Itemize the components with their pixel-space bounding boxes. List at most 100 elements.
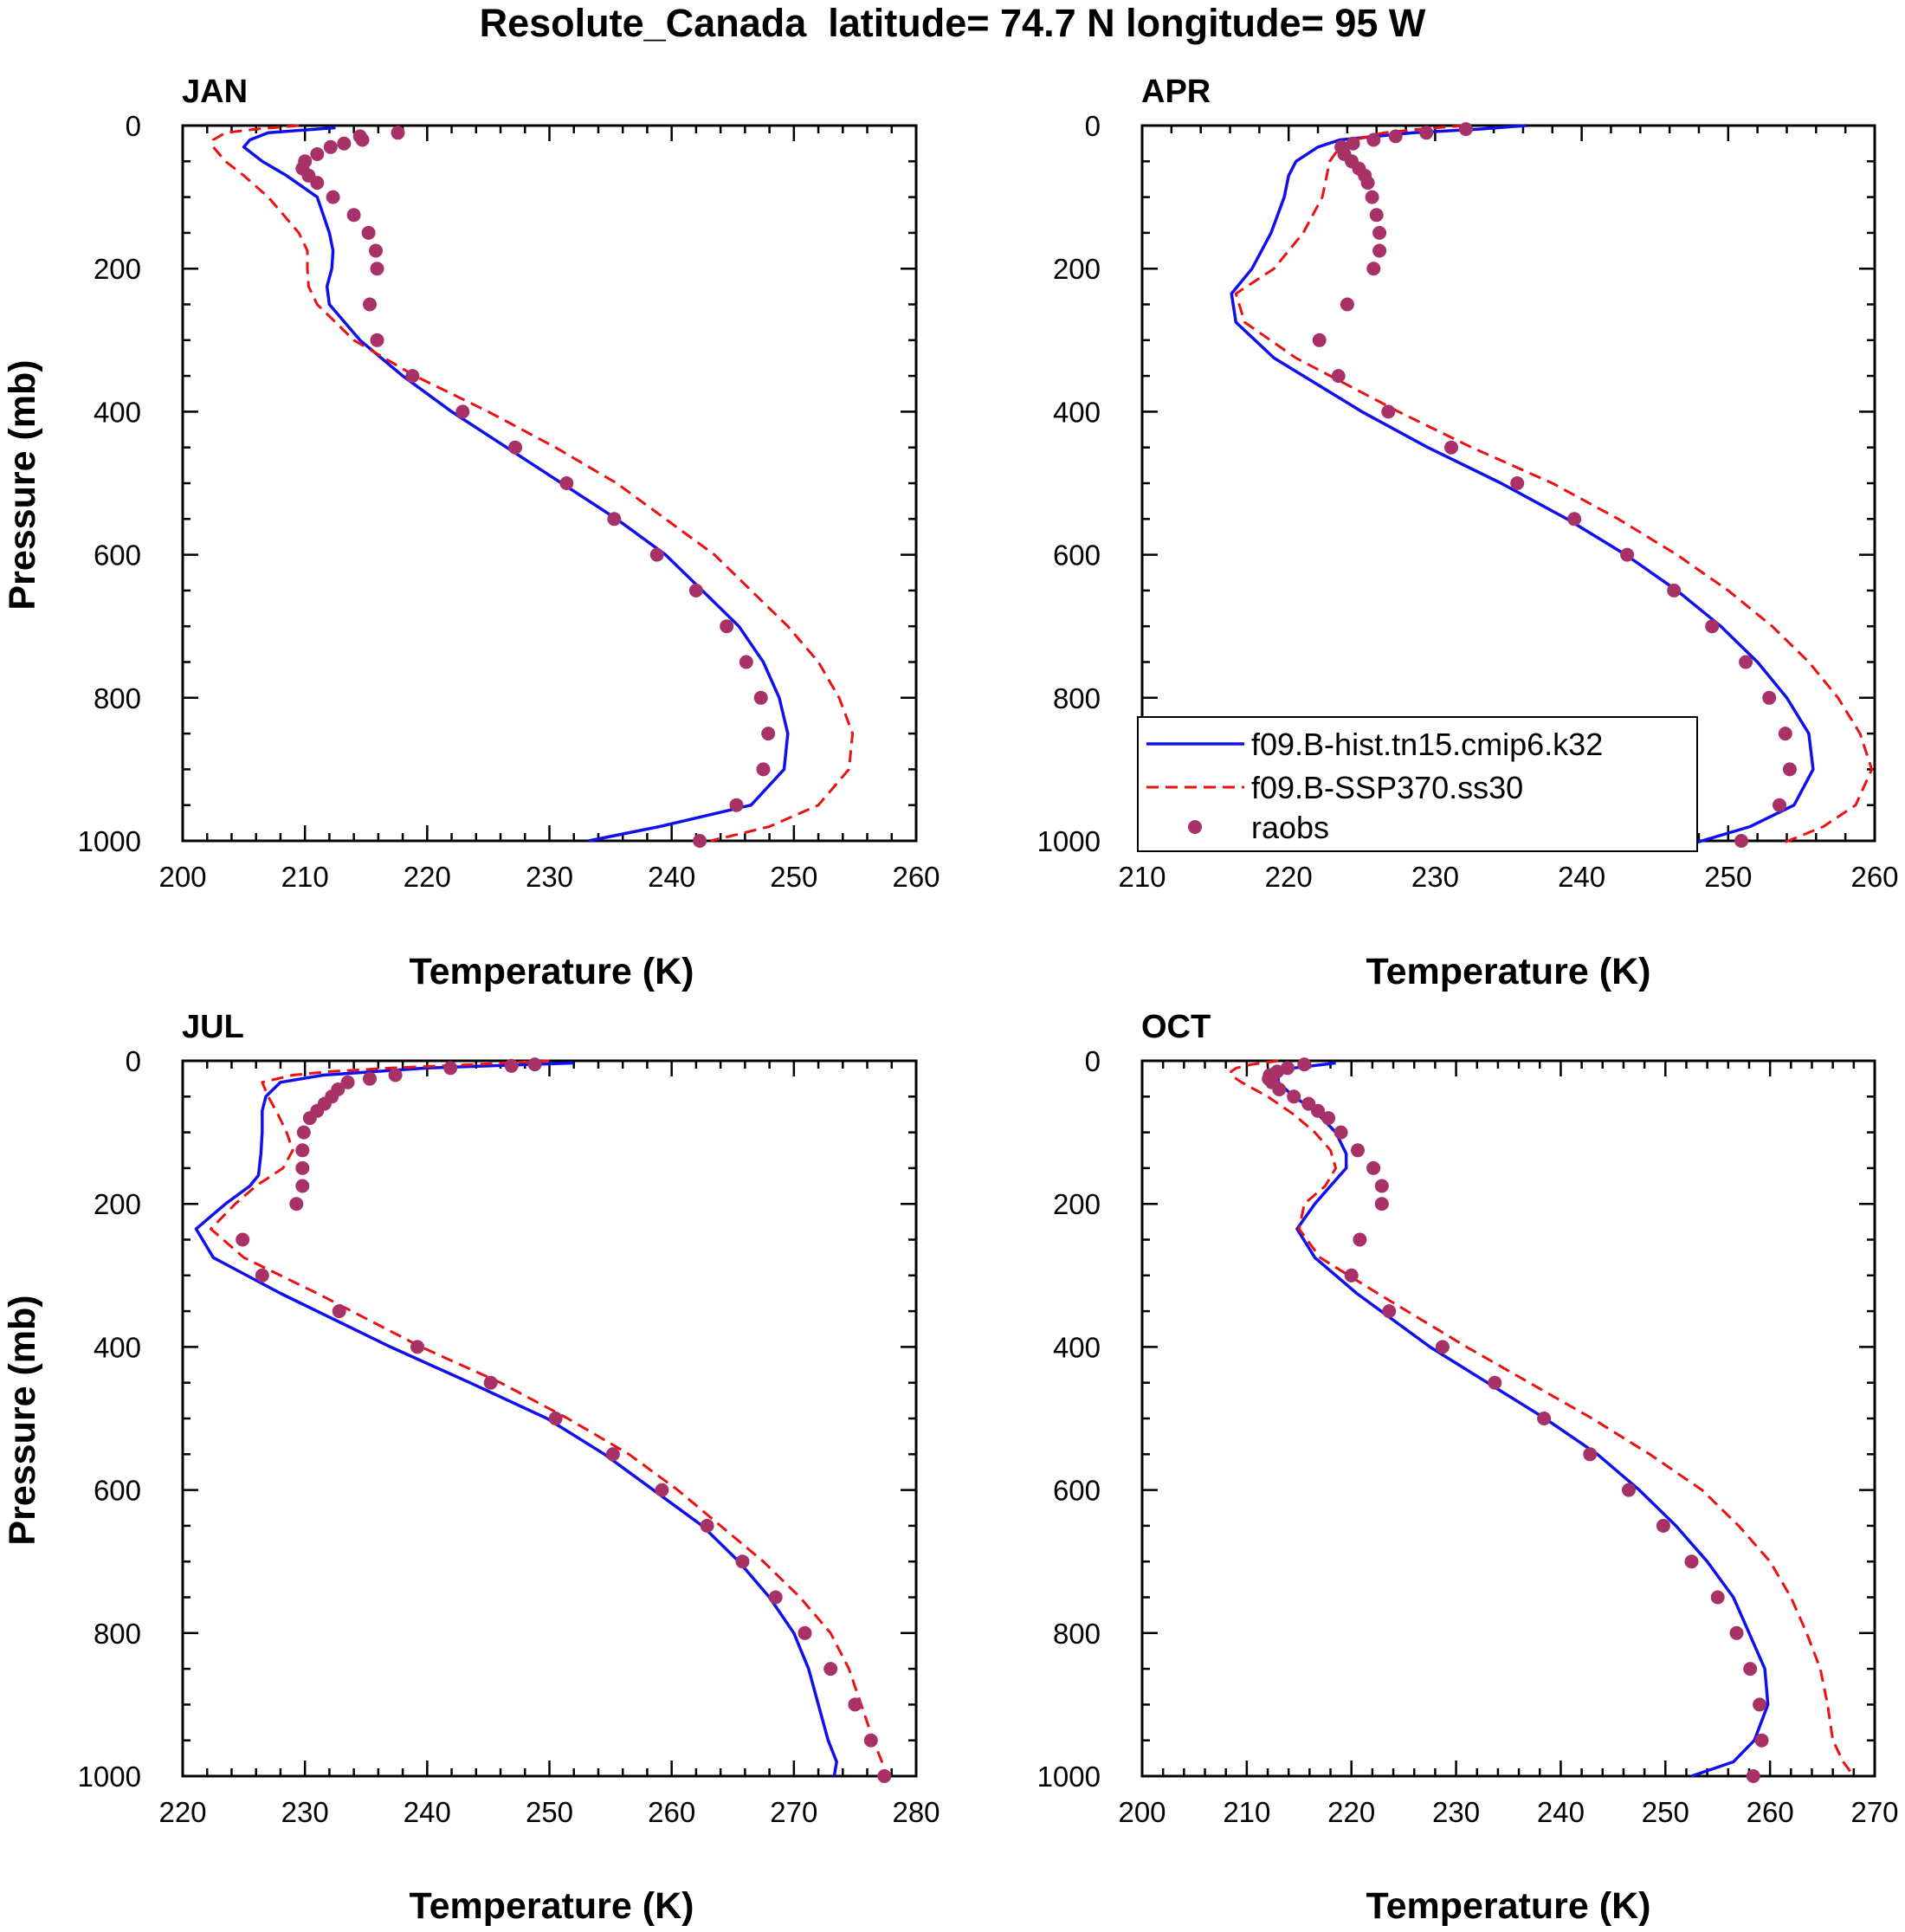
legend-label-raobs: raobs	[1251, 810, 1329, 845]
x-axis-title: Temperature (K)	[410, 1885, 694, 1927]
raobs-point	[848, 1697, 862, 1712]
panel-title: OCT	[1141, 1009, 1211, 1045]
x-tick-label: 210	[281, 861, 329, 893]
plot-area	[194, 1057, 892, 1783]
raobs-point	[1782, 762, 1797, 777]
raobs-point	[405, 369, 420, 384]
raobs-point	[310, 147, 325, 161]
y-tick-label: 400	[1053, 1331, 1101, 1363]
raobs-point	[753, 690, 768, 705]
series-line-ssp	[211, 124, 855, 843]
y-tick-label: 1000	[1037, 1761, 1101, 1793]
raobs-point	[1287, 1089, 1301, 1104]
x-tick-label: 200	[158, 861, 206, 893]
series-line-ssp	[1230, 1059, 1856, 1777]
y-axis-title: Pressure (mb)	[2, 359, 43, 610]
panel-apr: APR 210 220 230 240 250 26002004006008001000 …	[1037, 74, 1899, 992]
series-line-ssp	[210, 1059, 888, 1777]
figure-title: Resolute_Canada latitude= 74.7 N longitu…	[480, 1, 1426, 45]
raobs-point	[1369, 208, 1384, 223]
legend-label-hist: f09.B-hist.tn15.cmip6.k32	[1251, 727, 1603, 762]
raobs-point	[508, 440, 522, 455]
raobs-point	[1734, 834, 1748, 848]
y-tick-label: 600	[94, 1475, 141, 1507]
raobs-point	[863, 1733, 878, 1748]
raobs-point	[236, 1232, 250, 1247]
raobs-point	[1567, 512, 1582, 527]
raobs-point	[1746, 1769, 1760, 1783]
raobs-point	[761, 727, 776, 741]
series-line-hist	[194, 1061, 838, 1777]
raobs-point	[1365, 190, 1379, 204]
x-tick-label: 250	[526, 1796, 573, 1828]
raobs-point	[363, 297, 377, 312]
raobs-point	[323, 139, 338, 154]
raobs-point	[693, 834, 707, 848]
raobs-point	[1656, 1518, 1670, 1533]
raobs-point	[1366, 262, 1381, 276]
raobs-point	[1773, 798, 1786, 812]
y-tick-label: 600	[94, 540, 141, 572]
panel-title: APR	[1141, 74, 1211, 110]
panel-title: JUL	[182, 1009, 244, 1045]
raobs-point	[1778, 727, 1792, 741]
raobs-point	[607, 512, 622, 527]
x-tick-label: 250	[1704, 861, 1752, 893]
y-tick-label: 800	[94, 1618, 141, 1650]
x-tick-label: 220	[1327, 1796, 1375, 1828]
x-tick-label: 240	[1537, 1796, 1585, 1828]
raobs-point	[1388, 129, 1403, 144]
raobs-point	[295, 1160, 310, 1175]
raobs-point	[355, 132, 370, 147]
raobs-point	[255, 1268, 269, 1283]
plot-area	[211, 124, 855, 848]
raobs-point	[1458, 122, 1473, 137]
raobs-point	[1272, 1082, 1287, 1096]
raobs-point	[1743, 1662, 1758, 1677]
tick-marks	[181, 1059, 918, 1778]
x-tick-label: 230	[281, 1796, 329, 1828]
y-tick-label: 1000	[78, 825, 141, 857]
x-tick-label: 280	[892, 1796, 940, 1828]
raobs-point	[1366, 132, 1381, 147]
raobs-point	[391, 126, 405, 140]
x-tick-label: 220	[404, 861, 451, 893]
tick-labels: 220 230 240 250 260 270 280 0 200 400 600 800 1000	[78, 1045, 940, 1828]
raobs-point	[700, 1518, 714, 1533]
raobs-point	[1374, 1179, 1389, 1193]
x-tick-label: 240	[404, 1796, 451, 1828]
raobs-point	[1331, 369, 1346, 384]
y-tick-label: 200	[1053, 253, 1101, 285]
raobs-point	[1667, 583, 1682, 598]
raobs-point	[369, 243, 383, 258]
raobs-point	[527, 1057, 542, 1072]
raobs-point	[1344, 1268, 1359, 1283]
raobs-point	[1374, 1197, 1389, 1212]
x-tick-label: 260	[648, 1796, 695, 1828]
raobs-point	[1583, 1447, 1598, 1462]
raobs-point	[559, 476, 574, 490]
raobs-point	[1381, 404, 1396, 419]
raobs-point	[504, 1058, 519, 1073]
raobs-point	[605, 1447, 620, 1462]
raobs-point	[340, 1075, 355, 1089]
y-tick-label: 400	[94, 396, 141, 428]
raobs-point	[1537, 1412, 1552, 1425]
raobs-point	[483, 1375, 498, 1390]
raobs-point	[361, 225, 376, 240]
x-tick-label: 230	[526, 861, 573, 893]
raobs-point	[455, 404, 470, 419]
y-tick-label: 200	[94, 1188, 141, 1220]
y-tick-label: 400	[1053, 396, 1101, 428]
x-tick-label: 240	[1558, 861, 1605, 893]
raobs-point	[337, 136, 352, 151]
raobs-point	[1739, 655, 1753, 669]
raobs-point	[370, 262, 384, 276]
raobs-point	[1334, 1125, 1348, 1140]
tick-marks	[181, 124, 918, 843]
y-tick-label: 400	[94, 1331, 141, 1363]
tick-labels: 200 210 220 230 240 250 260 270 0 200 400 600 800 100…	[1037, 1045, 1899, 1828]
raobs-point	[326, 190, 340, 204]
panel-title: JAN	[182, 74, 248, 110]
x-tick-label: 200	[1118, 1796, 1166, 1828]
